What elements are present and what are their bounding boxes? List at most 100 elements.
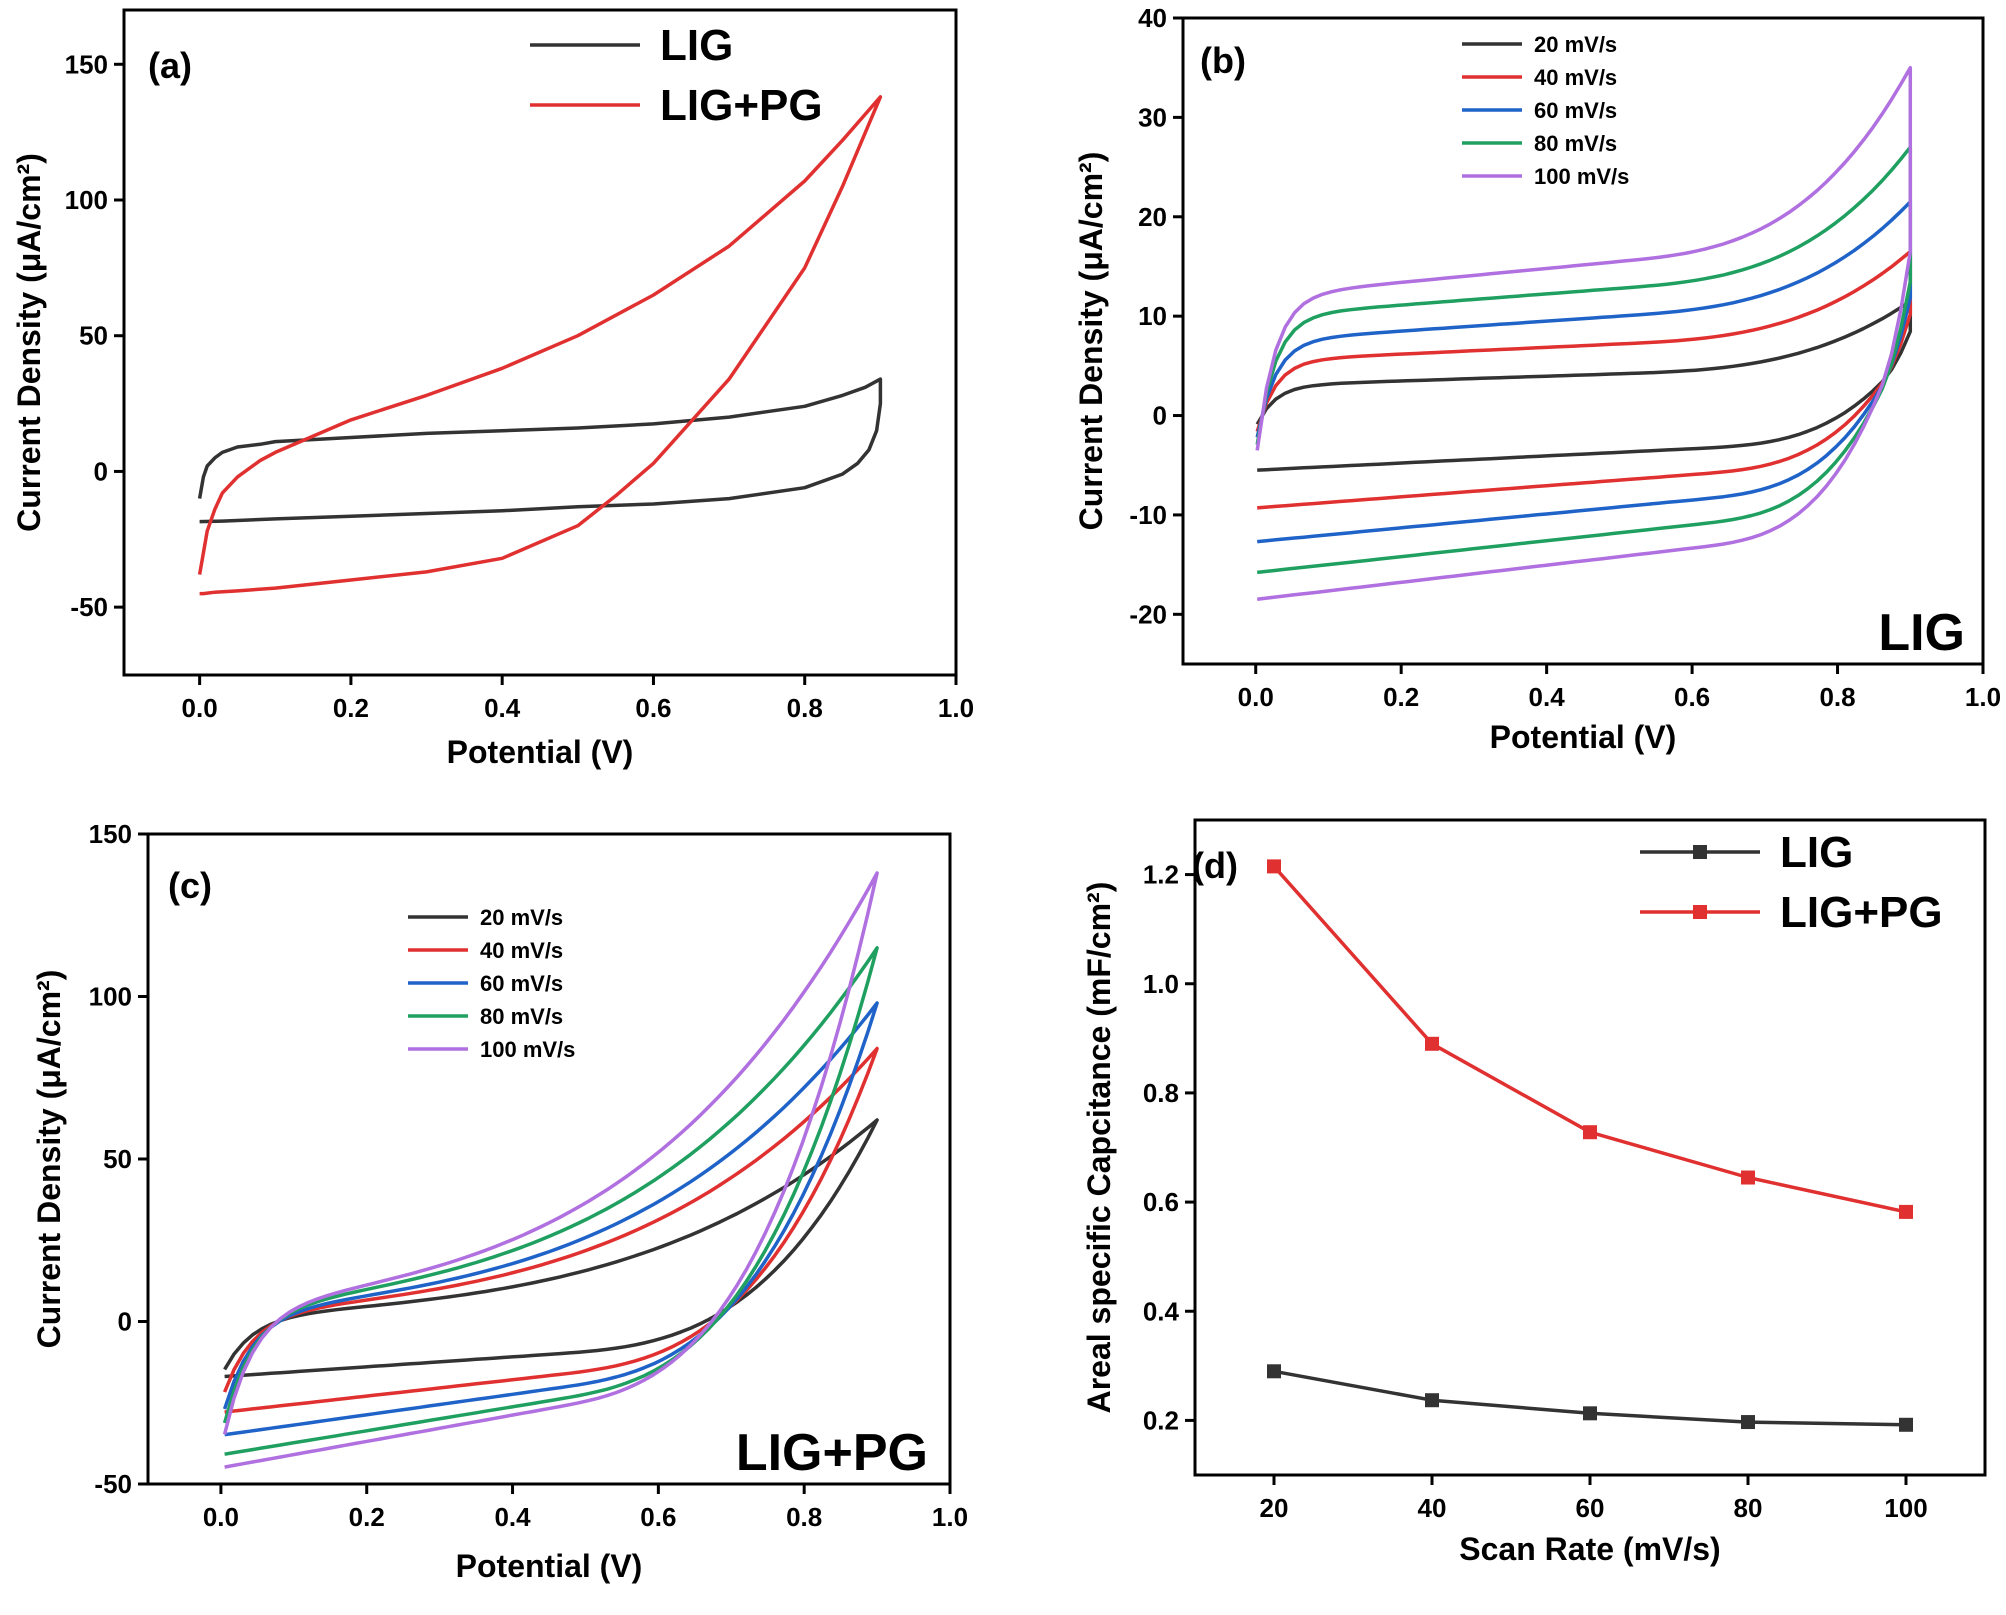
legend-label: 60 mV/s <box>480 971 563 996</box>
data-point <box>1741 1415 1755 1430</box>
panel-c: 0.0 0.2 0.4 0.6 0.8 1.0 -50 0 50 100 150 Potential … <box>31 819 968 1584</box>
y-tick-label: 0.4 <box>1143 1296 1180 1326</box>
x-tick-label: 0.4 <box>494 1502 531 1532</box>
legend-label: 80 mV/s <box>1534 131 1617 156</box>
series-line-60-mv-s <box>222 1001 879 1437</box>
y-tick-label: 1.2 <box>1143 860 1179 890</box>
x-tick-label: 0.0 <box>1238 682 1274 712</box>
x-tick-label: 80 <box>1734 1493 1763 1523</box>
y-tick-label: -50 <box>70 592 108 622</box>
x-axis-label: Potential (V) <box>447 734 634 770</box>
y-tick-label: -50 <box>94 1469 132 1499</box>
y-tick-label: 100 <box>89 982 132 1012</box>
series-line-lig-pg <box>197 95 883 596</box>
x-tick-label: 0.2 <box>349 1502 385 1532</box>
x-tick-label: 60 <box>1576 1493 1605 1523</box>
y-tick-label: -20 <box>1129 599 1167 629</box>
plot-frame <box>1181 16 1985 666</box>
legend-label: 60 mV/s <box>1534 98 1617 123</box>
legend-marker <box>1693 845 1707 859</box>
data-point <box>1741 1170 1755 1185</box>
y-tick-label: 0.8 <box>1143 1078 1179 1108</box>
plot-frame <box>122 8 958 677</box>
legend-label: LIG <box>660 21 733 70</box>
panel-label: (c) <box>168 865 212 906</box>
x-axis-label: Scan Rate (mV/s) <box>1459 1531 1720 1567</box>
data-point <box>1583 1125 1597 1140</box>
x-tick-label: 0.8 <box>786 1502 822 1532</box>
panel-a: 0.0 0.2 0.4 0.6 0.8 1.0 -50 0 50 100 150 Potential … <box>11 8 974 770</box>
legend-label: 20 mV/s <box>1534 32 1617 57</box>
x-tick-label: 0.4 <box>1529 682 1566 712</box>
y-tick-label: -10 <box>1129 500 1167 530</box>
y-tick-label: 0.6 <box>1143 1187 1179 1217</box>
series-line-lig <box>197 377 883 524</box>
legend-label: 40 mV/s <box>480 938 563 963</box>
y-tick-label: 0 <box>94 456 108 486</box>
y-tick-label: 10 <box>1138 301 1167 331</box>
y-tick-label: 100 <box>65 185 108 215</box>
y-axis-label: Current Density (μA/cm²) <box>11 153 47 532</box>
data-point <box>1267 1364 1281 1379</box>
plot-area <box>222 871 879 1469</box>
x-tick-label: 0.6 <box>640 1502 676 1532</box>
x-axis-label: Potential (V) <box>1490 719 1677 755</box>
plot-area <box>197 95 883 596</box>
x-tick-label: 1.0 <box>932 1502 968 1532</box>
x-tick-label: 0.0 <box>182 693 218 723</box>
y-tick-label: 0.2 <box>1143 1405 1179 1435</box>
y-tick-label: 1.0 <box>1143 969 1179 999</box>
y-tick-label: 40 <box>1138 3 1167 33</box>
panel-d: 20 40 60 80 100 0.2 0.4 0.6 0.8 1.0 1.2 Scan Rate (… <box>1081 818 1987 1567</box>
data-point <box>1899 1417 1913 1432</box>
x-tick-label: 0.2 <box>1383 682 1419 712</box>
x-axis-label: Potential (V) <box>456 1548 643 1584</box>
x-tick-label: 0.6 <box>1674 682 1710 712</box>
legend-label: 20 mV/s <box>480 905 563 930</box>
series-line-100-mv-s <box>222 871 879 1469</box>
legend-label: LIG+PG <box>1780 888 1943 937</box>
legend-label: 80 mV/s <box>480 1004 563 1029</box>
x-tick-label: 20 <box>1260 1493 1289 1523</box>
data-point <box>1899 1204 1913 1219</box>
data-point <box>1425 1036 1439 1051</box>
legend-label: LIG+PG <box>660 81 823 130</box>
plot-area <box>1255 65 1913 601</box>
data-point <box>1267 859 1281 874</box>
panel-label: (a) <box>148 45 192 86</box>
y-tick-label: 150 <box>89 819 132 849</box>
y-tick-label: 150 <box>65 49 108 79</box>
x-tick-label: 0.8 <box>1819 682 1855 712</box>
plot-area <box>1267 859 1913 1432</box>
legend-label: 100 mV/s <box>1534 164 1629 189</box>
panel-annotation: LIG+PG <box>736 1424 928 1482</box>
x-tick-label: 0.2 <box>333 693 369 723</box>
panel-label: (d) <box>1192 845 1238 886</box>
x-tick-label: 0.4 <box>484 693 521 723</box>
legend-marker <box>1693 905 1707 919</box>
data-point <box>1583 1406 1597 1421</box>
series-line-60-mv-s <box>1255 200 1913 544</box>
y-tick-label: 50 <box>103 1144 132 1174</box>
x-tick-label: 0.8 <box>787 693 823 723</box>
y-tick-label: 0 <box>1153 401 1167 431</box>
series-line-20-mv-s <box>1255 299 1913 472</box>
series-line-80-mv-s <box>1255 145 1913 575</box>
y-tick-label: 30 <box>1138 102 1167 132</box>
x-tick-label: 0.6 <box>635 693 671 723</box>
legend-label: 40 mV/s <box>1534 65 1617 90</box>
x-tick-label: 1.0 <box>938 693 974 723</box>
y-tick-label: 0 <box>118 1307 132 1337</box>
x-tick-label: 1.0 <box>1965 682 2001 712</box>
panel-b: 0.0 0.2 0.4 0.6 0.8 1.0 -20 -10 0 10 20 30 40 Potenti… <box>1073 3 2001 755</box>
x-tick-label: 100 <box>1884 1493 1927 1523</box>
legend-label: 100 mV/s <box>480 1037 575 1062</box>
legend-label: LIG <box>1780 828 1853 877</box>
series-line-100-mv-s <box>1255 65 1913 601</box>
panel-label: (b) <box>1200 40 1246 81</box>
y-tick-label: 20 <box>1138 202 1167 232</box>
x-tick-label: 0.0 <box>203 1502 239 1532</box>
series-line-80-mv-s <box>222 946 879 1456</box>
